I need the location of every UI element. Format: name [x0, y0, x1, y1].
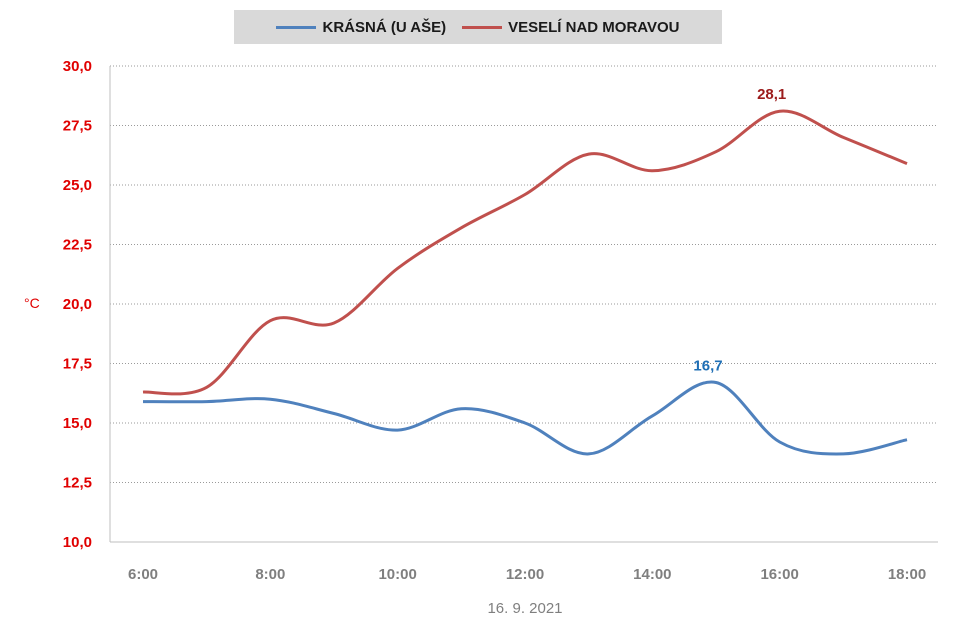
- legend-swatch-krasna: [276, 25, 317, 29]
- series-line-1: [142, 109, 908, 396]
- x-tick-label: 10:00: [378, 566, 416, 583]
- x-tick-label: 6:00: [128, 566, 158, 583]
- legend-label-veseli: VESELÍ NAD MORAVOU: [508, 18, 680, 36]
- legend-item-veseli: VESELÍ NAD MORAVOU: [462, 18, 680, 36]
- legend-item-krasna: KRÁSNÁ (U AŠE): [276, 19, 446, 36]
- data-label-peak: 16,7: [693, 358, 722, 375]
- legend-swatch-veseli: [462, 25, 503, 29]
- y-tick-label: 25,0: [63, 177, 92, 194]
- y-tick-label: 12,5: [63, 475, 92, 492]
- data-label-peak: 28,1: [757, 86, 786, 103]
- series-line-0: [142, 380, 908, 456]
- y-tick-label: 27,5: [63, 118, 92, 135]
- x-axis-caption: 16. 9. 2021: [487, 600, 563, 617]
- legend: KRÁSNÁ (U AŠE) VESELÍ NAD MORAVOU: [234, 10, 722, 44]
- y-tick-label: 20,0: [63, 296, 92, 313]
- y-tick-label: 17,5: [63, 356, 92, 373]
- y-tick-label: 22,5: [63, 237, 92, 254]
- x-tick-label: 14:00: [633, 566, 671, 583]
- y-tick-label: 15,0: [63, 415, 92, 432]
- x-tick-label: 12:00: [506, 566, 544, 583]
- x-tick-label: 8:00: [255, 566, 285, 583]
- y-axis-unit-label: °C: [24, 295, 40, 311]
- y-tick-label: 30,0: [63, 58, 92, 75]
- x-tick-label: 18:00: [888, 566, 926, 583]
- y-tick-label: 10,0: [63, 534, 92, 551]
- legend-label-krasna: KRÁSNÁ (U AŠE): [322, 18, 447, 36]
- x-tick-label: 16:00: [760, 566, 798, 583]
